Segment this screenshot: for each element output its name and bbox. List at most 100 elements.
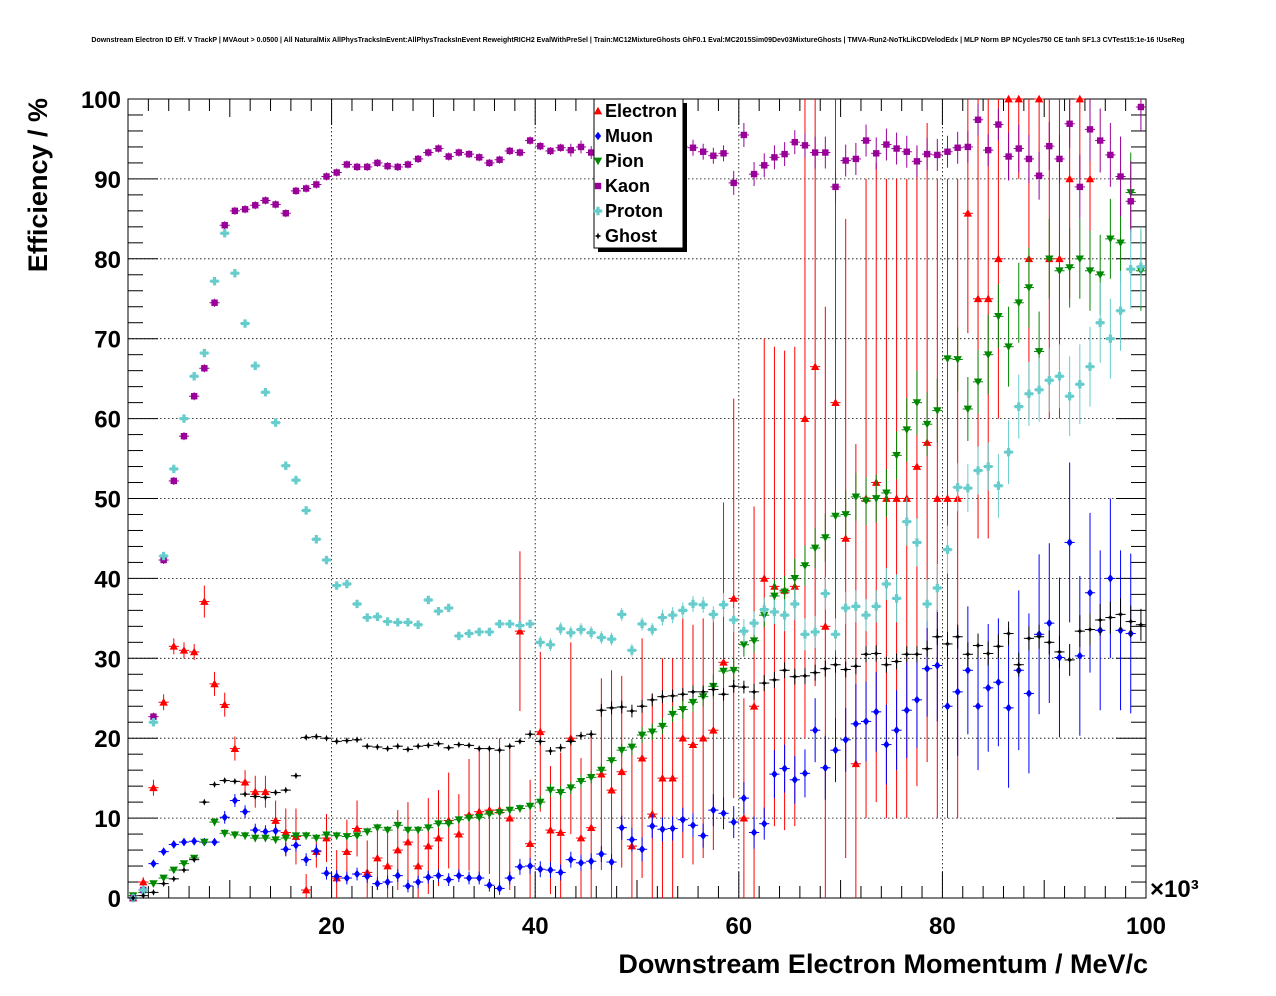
data-point [862, 650, 870, 658]
data-point [475, 745, 483, 753]
data-point [730, 179, 737, 187]
y-tick-label: 90 [94, 167, 121, 194]
data-point [698, 734, 708, 742]
data-point [892, 594, 901, 603]
data-point [159, 874, 168, 883]
data-point [383, 861, 392, 870]
data-point [934, 151, 941, 159]
data-point [1137, 621, 1145, 629]
data-point [159, 551, 168, 561]
data-point [221, 813, 228, 822]
data-point [455, 871, 462, 880]
data-point [496, 884, 503, 893]
data-point [760, 679, 768, 687]
data-point [1095, 271, 1105, 279]
data-point [486, 159, 493, 167]
data-point [842, 157, 849, 164]
data-point [424, 595, 433, 605]
data-point [963, 405, 973, 414]
data-point [637, 619, 647, 629]
data-point [812, 726, 819, 735]
legend-label: Ghost [605, 226, 657, 246]
data-point [393, 845, 402, 854]
data-point [373, 853, 382, 862]
data-point [974, 702, 982, 711]
data-point [281, 461, 290, 470]
data-point [943, 545, 952, 554]
data-point [761, 819, 768, 828]
data-point [994, 254, 1003, 263]
data-point [790, 599, 799, 609]
data-point [851, 602, 861, 611]
data-point [1005, 703, 1012, 713]
data-point [831, 398, 840, 406]
data-point [556, 828, 565, 836]
data-point [323, 734, 331, 742]
data-point [700, 831, 707, 840]
data-point [872, 602, 881, 611]
data-point [567, 855, 574, 864]
data-point [190, 393, 198, 400]
data-point [476, 154, 483, 161]
data-point [303, 855, 310, 864]
data-point [556, 624, 565, 633]
data-point [832, 745, 839, 755]
legend-label: Kaon [605, 176, 650, 196]
data-point [729, 666, 738, 675]
legend-box [593, 98, 684, 249]
data-point [648, 625, 657, 634]
data-point [922, 420, 932, 429]
data-point [1005, 153, 1012, 160]
data-point [384, 877, 391, 887]
data-point [190, 856, 198, 864]
data-point [332, 832, 341, 840]
data-point [790, 575, 799, 583]
data-point [516, 737, 524, 745]
data-point [455, 149, 463, 156]
data-point [454, 829, 464, 838]
data-point [210, 818, 219, 827]
data-point [261, 787, 270, 796]
data-point [231, 796, 239, 805]
data-point [963, 209, 973, 217]
data-point [261, 388, 270, 397]
data-point [506, 742, 514, 750]
data-point [525, 839, 535, 848]
data-point [770, 607, 779, 617]
data-point [1086, 588, 1094, 597]
data-point [1075, 380, 1085, 389]
data-point [1066, 120, 1073, 127]
x-axis-tick-labels: 20 40 60 80 100 [318, 913, 1166, 940]
data-point [944, 702, 951, 711]
data-point [719, 600, 728, 609]
data-point [363, 828, 372, 836]
data-point [608, 857, 615, 867]
data-point [567, 737, 575, 745]
data-point [373, 824, 382, 832]
data-point [710, 152, 717, 159]
data-point [739, 626, 749, 636]
data-point [352, 824, 362, 832]
y-tick-label: 70 [94, 327, 121, 354]
data-point [648, 696, 656, 704]
data-point [1066, 538, 1073, 547]
data-point [658, 722, 667, 731]
data-point [821, 665, 829, 673]
data-point [323, 869, 330, 878]
data-point [515, 626, 525, 635]
data-point [1045, 255, 1054, 263]
data-point [231, 777, 239, 785]
data-point [851, 493, 861, 502]
data-point [322, 555, 331, 565]
data-point [1045, 376, 1054, 385]
data-point [515, 621, 525, 630]
data-point [150, 859, 157, 868]
data-point [180, 432, 188, 440]
data-point [465, 150, 473, 158]
data-point [282, 210, 289, 217]
data-point [546, 747, 554, 755]
data-point [546, 825, 555, 834]
data-point [281, 828, 290, 836]
data-point [424, 841, 433, 850]
data-point [679, 815, 686, 824]
